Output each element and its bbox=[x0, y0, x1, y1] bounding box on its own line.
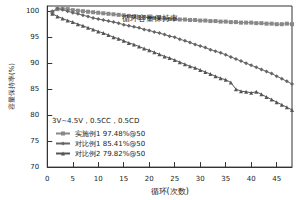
svg-text:容量保持率(%): 容量保持率(%) bbox=[8, 63, 16, 110]
svg-text:45: 45 bbox=[272, 175, 281, 183]
svg-text:15: 15 bbox=[119, 175, 128, 183]
svg-text:0: 0 bbox=[45, 175, 49, 183]
svg-text:实施例1 97.48%@50: 实施例1 97.48%@50 bbox=[75, 130, 145, 138]
svg-text:80: 80 bbox=[30, 111, 39, 119]
svg-text:3V~4.5V，0.5CC，0.5CD: 3V~4.5V，0.5CC，0.5CD bbox=[52, 117, 139, 125]
svg-text:30: 30 bbox=[196, 175, 205, 183]
svg-text:5: 5 bbox=[71, 175, 75, 183]
svg-text:对比例2 79.82%@50: 对比例2 79.82%@50 bbox=[75, 150, 145, 158]
svg-text:循环容量保持率: 循环容量保持率 bbox=[122, 14, 178, 23]
svg-text:20: 20 bbox=[145, 175, 154, 183]
svg-text:100: 100 bbox=[26, 7, 39, 15]
svg-text:35: 35 bbox=[221, 175, 230, 183]
svg-text:90: 90 bbox=[30, 59, 39, 67]
svg-text:10: 10 bbox=[94, 175, 103, 183]
svg-text:95: 95 bbox=[30, 33, 39, 41]
svg-text:25: 25 bbox=[170, 175, 179, 183]
svg-text:40: 40 bbox=[247, 175, 256, 183]
svg-text:对比例1 85.41%@50: 对比例1 85.41%@50 bbox=[75, 140, 145, 148]
svg-text:循环(次数): 循环(次数) bbox=[151, 187, 189, 196]
svg-text:75: 75 bbox=[30, 137, 39, 145]
svg-text:85: 85 bbox=[30, 85, 39, 93]
svg-text:70: 70 bbox=[30, 163, 39, 171]
